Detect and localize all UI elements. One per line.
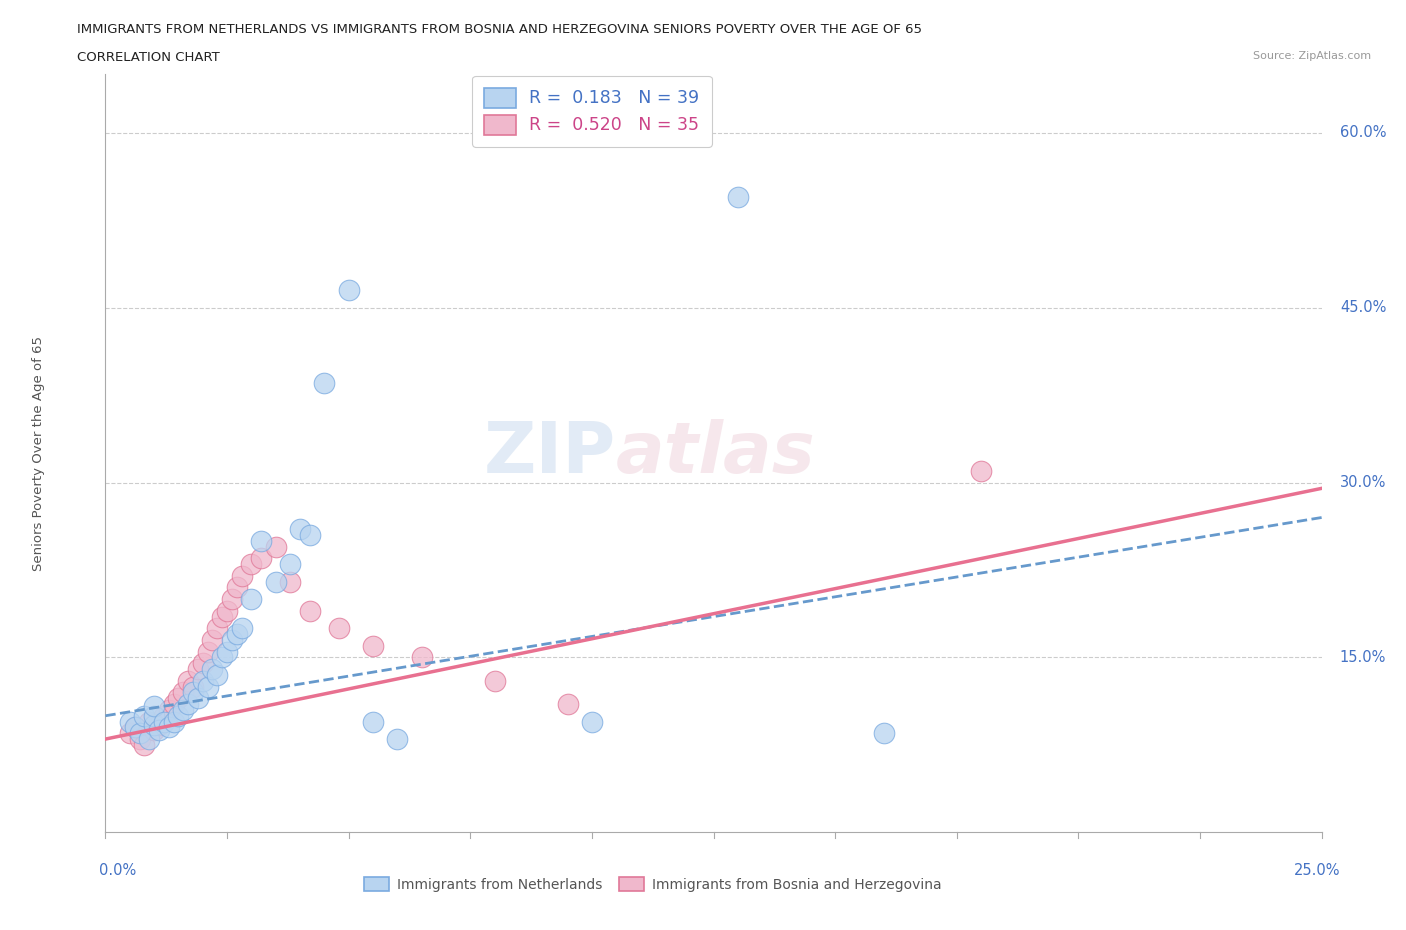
Text: 15.0%: 15.0%	[1340, 650, 1386, 665]
Text: 0.0%: 0.0%	[100, 863, 136, 878]
Point	[298, 604, 321, 618]
Text: Source: ZipAtlas.com: Source: ZipAtlas.com	[1253, 51, 1371, 61]
Point	[162, 714, 184, 729]
Point	[557, 697, 579, 711]
Point	[181, 679, 204, 694]
Text: 60.0%: 60.0%	[1340, 126, 1386, 140]
Point	[153, 709, 176, 724]
Text: 45.0%: 45.0%	[1340, 300, 1386, 315]
Point	[221, 632, 243, 647]
Point	[264, 539, 287, 554]
Point	[197, 644, 219, 659]
Point	[197, 679, 219, 694]
Point	[128, 725, 150, 740]
Point	[221, 591, 243, 606]
Point	[134, 709, 156, 724]
Point	[211, 609, 233, 624]
Point	[231, 621, 253, 636]
Point	[157, 720, 180, 735]
Point	[217, 604, 239, 618]
Point	[138, 732, 160, 747]
Point	[191, 656, 214, 671]
Point	[177, 697, 200, 711]
Point	[361, 638, 384, 653]
Point	[288, 522, 311, 537]
Point	[211, 650, 233, 665]
Legend: Immigrants from Netherlands, Immigrants from Bosnia and Herzegovina: Immigrants from Netherlands, Immigrants …	[359, 871, 948, 897]
Point	[177, 673, 200, 688]
Point	[138, 714, 160, 729]
Text: CORRELATION CHART: CORRELATION CHART	[77, 51, 221, 64]
Point	[118, 725, 141, 740]
Point	[225, 627, 247, 642]
Point	[250, 551, 273, 565]
Text: IMMIGRANTS FROM NETHERLANDS VS IMMIGRANTS FROM BOSNIA AND HERZEGOVINA SENIORS PO: IMMIGRANTS FROM NETHERLANDS VS IMMIGRANT…	[77, 23, 922, 36]
Point	[727, 190, 749, 205]
Point	[143, 723, 166, 737]
Point	[172, 702, 194, 717]
Point	[240, 557, 263, 572]
Point	[191, 673, 214, 688]
Point	[873, 725, 896, 740]
Point	[225, 580, 247, 595]
Point	[143, 709, 166, 724]
Point	[361, 714, 384, 729]
Point	[298, 527, 321, 542]
Point	[118, 714, 141, 729]
Text: atlas: atlas	[616, 418, 815, 488]
Point	[128, 732, 150, 747]
Point	[240, 591, 263, 606]
Point	[411, 650, 433, 665]
Point	[124, 720, 146, 735]
Point	[328, 621, 350, 636]
Point	[217, 644, 239, 659]
Point	[167, 709, 190, 724]
Point	[314, 376, 336, 391]
Point	[484, 673, 506, 688]
Point	[143, 699, 166, 714]
Point	[134, 737, 156, 752]
Point	[250, 534, 273, 549]
Point	[162, 697, 184, 711]
Point	[157, 702, 180, 717]
Point	[278, 574, 301, 589]
Point	[201, 632, 224, 647]
Point	[201, 661, 224, 676]
Point	[187, 691, 209, 706]
Point	[337, 283, 360, 298]
Point	[231, 568, 253, 583]
Point	[207, 621, 229, 636]
Text: Seniors Poverty Over the Age of 65: Seniors Poverty Over the Age of 65	[32, 336, 45, 571]
Point	[148, 718, 170, 733]
Text: 30.0%: 30.0%	[1340, 475, 1386, 490]
Point	[143, 718, 166, 733]
Point	[181, 685, 204, 700]
Point	[187, 661, 209, 676]
Text: 25.0%: 25.0%	[1294, 863, 1340, 878]
Point	[153, 714, 176, 729]
Point	[148, 723, 170, 737]
Point	[581, 714, 603, 729]
Point	[387, 732, 409, 747]
Point	[264, 574, 287, 589]
Point	[207, 668, 229, 683]
Point	[124, 720, 146, 735]
Point	[278, 557, 301, 572]
Point	[172, 685, 194, 700]
Point	[970, 463, 993, 478]
Point	[167, 691, 190, 706]
Text: ZIP: ZIP	[484, 418, 616, 488]
